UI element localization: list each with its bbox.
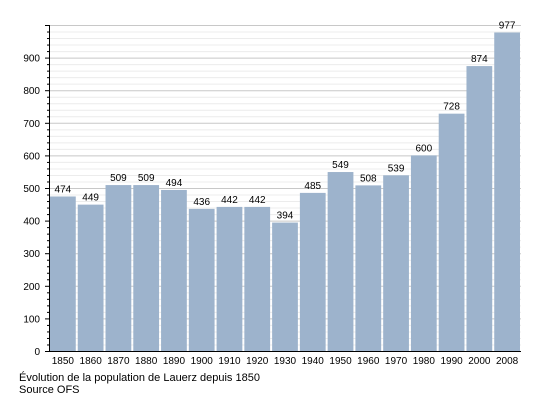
bar (105, 185, 132, 351)
bar (133, 185, 160, 351)
bar-value-label: 442 (249, 195, 266, 206)
bar (355, 185, 382, 351)
bar-value-label: 549 (332, 160, 349, 171)
axes (45, 25, 521, 352)
bar-value-label: 728 (443, 102, 460, 113)
bar-value-label: 539 (388, 163, 405, 174)
bar-value-label: 509 (138, 173, 155, 184)
bar (410, 155, 437, 351)
bar-value-label: 509 (110, 173, 127, 184)
bar (244, 206, 271, 351)
bar-chart: 0 100 200 300 400 500 600 700 800 900 1850 1860 187… (23, 21, 521, 367)
x-tick-label: 1980 (413, 356, 436, 367)
bar (299, 192, 326, 351)
x-tick-label: 2008 (496, 356, 519, 367)
bar (188, 208, 215, 351)
bar (494, 32, 520, 351)
bar (272, 222, 298, 351)
y-tick-label: 900 (23, 54, 40, 65)
bar (466, 66, 493, 351)
bar-value-label: 442 (221, 195, 238, 206)
bar-value-label: 494 (166, 178, 183, 189)
x-tick-label: 1950 (329, 356, 352, 367)
bar (438, 113, 465, 351)
y-tick-label: 500 (23, 184, 40, 195)
x-tick-label: 1920 (246, 356, 269, 367)
y-tick-label: 400 (23, 217, 40, 228)
x-tick-label: 1970 (385, 356, 408, 367)
bar (161, 189, 187, 351)
x-tick-label: 1930 (274, 356, 297, 367)
x-tick-label: 1890 (163, 356, 186, 367)
y-tick-label: 200 (23, 282, 40, 293)
bar (216, 206, 243, 351)
bar (50, 196, 76, 351)
bar-value-label: 474 (55, 184, 72, 195)
bar-value-label: 485 (304, 181, 321, 192)
y-tick-label: 800 (23, 86, 40, 97)
bar-value-label: 436 (193, 197, 210, 208)
bar-value-label: 394 (277, 211, 294, 222)
x-tick-label: 1990 (440, 356, 463, 367)
y-tick-label: 0 (34, 347, 40, 358)
x-tick-label: 1910 (218, 356, 241, 367)
x-tick-label: 1850 (52, 356, 75, 367)
bar (383, 175, 409, 351)
bar (327, 172, 354, 351)
y-tick-label: 700 (23, 119, 40, 130)
x-tick-label: 1870 (107, 356, 130, 367)
x-tick-label: 1960 (357, 356, 380, 367)
y-axis-ticks: 0 100 200 300 400 500 600 700 800 900 (23, 54, 40, 358)
bars (50, 32, 520, 351)
x-tick-label: 1940 (302, 356, 325, 367)
bar-value-label: 508 (360, 173, 377, 184)
y-tick-label: 300 (23, 249, 40, 260)
bar-value-label: 977 (499, 21, 516, 32)
y-tick-label: 100 (23, 314, 40, 325)
x-tick-label: 2000 (468, 356, 491, 367)
x-tick-label: 1900 (191, 356, 214, 367)
data-labels: 474 449 509 509 494 436 442 442 394 485 549 508 539 6… (55, 21, 516, 222)
bar-value-label: 449 (82, 193, 99, 204)
bar-value-label: 600 (415, 143, 432, 154)
y-tick-label: 600 (23, 151, 40, 162)
chart-source: Source OFS (19, 384, 80, 396)
bar (77, 204, 104, 351)
bar-value-label: 874 (471, 54, 488, 65)
chart-caption: Évolution de la population de Lauerz dep… (19, 372, 260, 384)
x-tick-label: 1860 (80, 356, 103, 367)
x-tick-label: 1880 (135, 356, 158, 367)
x-axis-ticks: 1850 1860 1870 1880 1890 1900 1910 1920 1930 1940… (52, 356, 519, 367)
